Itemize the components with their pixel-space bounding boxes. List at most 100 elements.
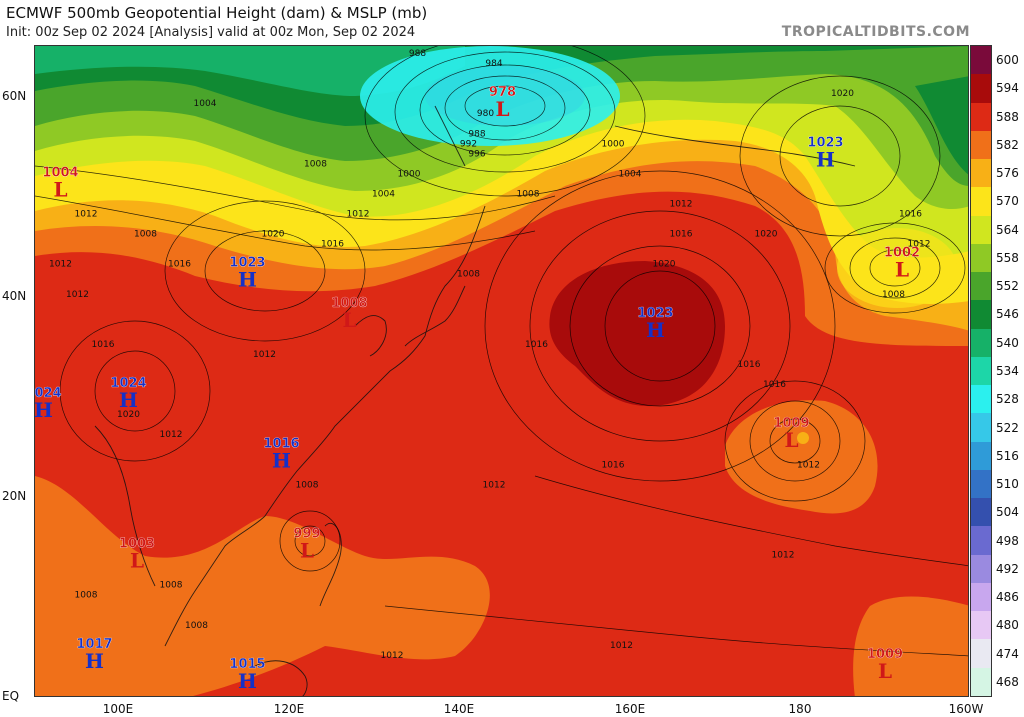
isobar-label: 1008 xyxy=(185,621,208,631)
system-type-letter: H xyxy=(816,147,835,171)
lon-label-180: 180 xyxy=(788,702,812,716)
isobar-label: 1000 xyxy=(602,139,625,149)
colorbar-cell xyxy=(971,215,991,244)
system-type-letter: L xyxy=(878,659,892,683)
colorbar-cell xyxy=(971,243,991,272)
isobar-label: 1008 xyxy=(457,270,480,280)
system-type-letter: L xyxy=(53,177,67,201)
colorbar-cell xyxy=(971,413,991,442)
colorbar-level-label: 570 xyxy=(996,194,1019,209)
colorbar-cell xyxy=(971,300,991,329)
system-type-letter: L xyxy=(495,97,509,121)
system-type-letter: L xyxy=(784,428,798,452)
isobar-label: 1008 xyxy=(517,189,540,199)
colorbar-level-label: 552 xyxy=(996,279,1019,294)
band-594-high xyxy=(549,261,725,407)
isobar-label: 1004 xyxy=(619,169,642,179)
system-type-letter: L xyxy=(300,539,314,563)
system-pressure-value: 1023 xyxy=(229,256,265,271)
isobar-label: 980 xyxy=(477,109,494,119)
system-type-letter: H xyxy=(646,318,665,342)
map-canvas: 9849889809889929961000100410001004100810… xyxy=(35,46,968,696)
colorbar-level-label: 558 xyxy=(996,250,1019,265)
isobar-label: 1020 xyxy=(755,230,778,240)
colorbar-cell xyxy=(971,46,991,75)
isobar-label: 1012 xyxy=(797,460,820,470)
system-type-letter: L xyxy=(895,258,909,282)
system-pressure-value: 1009 xyxy=(773,416,809,431)
pressure-systems: 978L1004L1023H1002L1023H1008L1023H1024H1… xyxy=(35,85,920,693)
isobar-label: 1020 xyxy=(831,89,854,99)
colorbar-cell xyxy=(971,441,991,470)
system-pressure-value: 1009 xyxy=(867,647,903,662)
colorbar-level-label: 594 xyxy=(996,81,1019,96)
system-pressure-value: 1008 xyxy=(331,296,367,311)
isobar-label: 1012 xyxy=(381,651,404,661)
band-582-east xyxy=(725,400,878,514)
isobar-label: 988 xyxy=(409,49,426,59)
colorbar-level-label: 534 xyxy=(996,364,1019,378)
isobar-label: 1016 xyxy=(168,260,191,270)
isobar-label: 1012 xyxy=(908,240,931,250)
colorbar-cell xyxy=(971,159,991,188)
isobar-label: 1008 xyxy=(75,591,98,601)
colorbar-level-label: 540 xyxy=(996,335,1019,350)
system-pressure-value: 999 xyxy=(293,527,320,542)
colorbar-level-label: 522 xyxy=(996,420,1019,435)
isobar-label: 1016 xyxy=(602,460,625,470)
isobar-label: 1020 xyxy=(117,410,140,420)
system-type-letter: H xyxy=(85,649,104,673)
colorbar-cell xyxy=(971,639,991,668)
isobar-labels: 9849889809889929961000100410001004100810… xyxy=(49,49,930,661)
weather-map: 984 988 980 988 992 996 1000 1004 1000 1004 1008 10… xyxy=(34,45,969,697)
isobar-label: 1016 xyxy=(92,340,115,350)
system-pressure-value: 1024 xyxy=(35,386,62,401)
lon-label-160w: 160W xyxy=(948,702,984,716)
isobar-label: 1020 xyxy=(653,260,676,270)
isobar-label: 1004 xyxy=(372,189,395,199)
colorbar-level-label: 504 xyxy=(996,505,1019,520)
isobar-label: 1012 xyxy=(253,350,276,360)
isobar-label: 1012 xyxy=(160,430,183,440)
colorbar-cell xyxy=(971,582,991,611)
lon-label-140e: 140E xyxy=(443,702,475,716)
colorbar-level-label: 600 xyxy=(996,53,1019,68)
isobar-label: 1012 xyxy=(610,641,633,651)
colorbar-level-label: 546 xyxy=(996,307,1019,322)
colorbar-level-label: 582 xyxy=(996,137,1019,152)
isobar-label: 1008 xyxy=(296,480,319,490)
lat-label-40n: 40N xyxy=(2,289,27,303)
band-546-east xyxy=(915,76,968,175)
isobar-label: 996 xyxy=(468,149,485,159)
colorbar-cell xyxy=(971,526,991,555)
system-type-letter: H xyxy=(238,669,257,693)
colorbar-cell xyxy=(971,356,991,385)
isobar-label: 1012 xyxy=(772,551,795,561)
lat-label-eq: EQ xyxy=(2,689,20,703)
band-570-swirl xyxy=(837,228,957,308)
isobar-label: 1012 xyxy=(49,260,72,270)
colorbar-cell xyxy=(971,74,991,103)
isobar-label: 1020 xyxy=(262,230,285,240)
isobar-label: 1000 xyxy=(398,169,421,179)
colorbar-cell xyxy=(971,328,991,357)
coastlines xyxy=(94,105,856,696)
lon-label-160e: 160E xyxy=(614,702,646,716)
colorbar-cell xyxy=(971,498,991,527)
system-pressure-value: 1023 xyxy=(807,135,843,150)
band-528-low xyxy=(425,66,585,126)
lon-label-100e: 100E xyxy=(102,702,134,716)
isobar-label: 1016 xyxy=(321,240,344,250)
colorbar-level-label: 510 xyxy=(996,477,1019,492)
isobar-label: 1012 xyxy=(670,199,693,209)
isobar-label: 1008 xyxy=(134,230,157,240)
chart-subtitle: Init: 00z Sep 02 2024 [Analysis] valid a… xyxy=(6,25,416,40)
isobar-label: 984 xyxy=(485,59,502,69)
colorbar-level-label: 468 xyxy=(996,674,1019,689)
